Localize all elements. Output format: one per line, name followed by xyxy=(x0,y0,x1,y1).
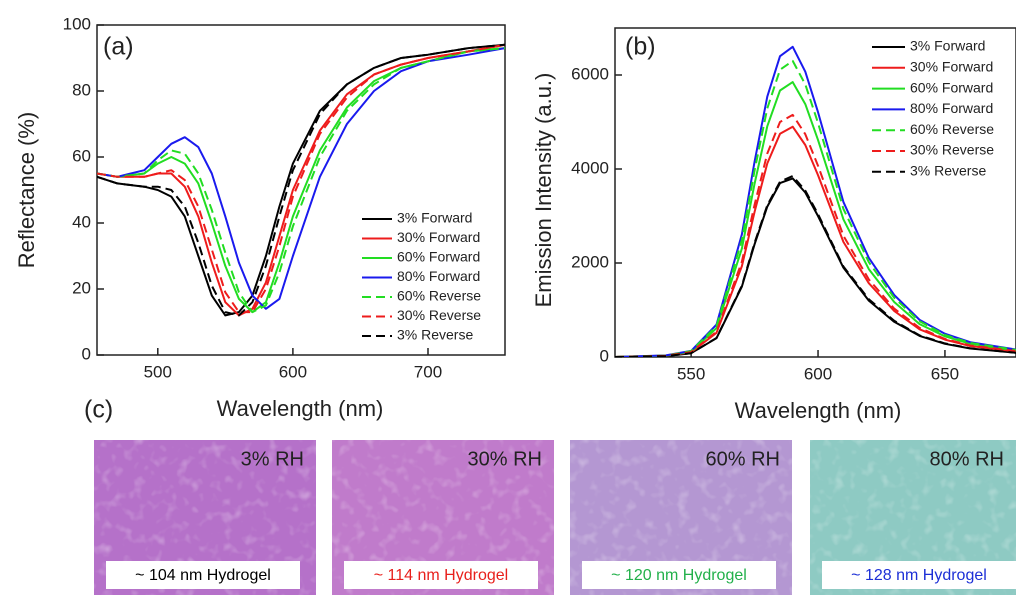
data-line xyxy=(97,47,505,310)
plot-frame xyxy=(96,24,506,356)
data-line xyxy=(615,113,1016,357)
panel-label: (c) xyxy=(84,396,113,424)
legend-label: 3% Forward xyxy=(397,210,472,226)
x-tick-label: 500 xyxy=(144,362,172,381)
y-axis-title: Reflectance (%) xyxy=(14,112,39,269)
panel-label: (b) xyxy=(625,33,656,61)
data-line xyxy=(615,45,1016,357)
data-line xyxy=(615,59,1016,357)
data-line xyxy=(615,177,1016,357)
legend-label: 30% Forward xyxy=(910,59,993,75)
x-axis-title: Wavelength (nm) xyxy=(735,398,902,423)
y-tick-label: 60 xyxy=(72,146,91,165)
rh-label: 3% RH xyxy=(241,448,304,470)
legend-label: 60% Forward xyxy=(910,79,993,95)
data-line xyxy=(615,81,1016,357)
legend-label: 60% Reverse xyxy=(910,121,994,137)
legend-label: 3% Forward xyxy=(910,38,985,54)
x-tick-label: 550 xyxy=(677,364,705,383)
caption-box xyxy=(106,561,300,589)
legend-label: 30% Reverse xyxy=(910,142,994,158)
panel-label: (a) xyxy=(103,33,134,61)
y-tick-label: 100 xyxy=(63,14,91,33)
legend-label: 60% Reverse xyxy=(397,288,481,304)
x-tick-label: 700 xyxy=(414,362,442,381)
data-line xyxy=(97,47,505,314)
rh-label: 80% RH xyxy=(930,448,1004,470)
plot-lines xyxy=(615,45,1016,357)
legend-label: 30% Forward xyxy=(397,229,480,245)
caption: ~ 114 nm Hydrogel xyxy=(374,567,508,584)
y-tick-label: 2000 xyxy=(571,252,609,271)
rh-label: 60% RH xyxy=(706,448,780,470)
data-line xyxy=(97,43,505,317)
caption: ~ 104 nm Hydrogel xyxy=(135,567,271,584)
y-tick-label: 80 xyxy=(72,80,91,99)
y-tick-label: 0 xyxy=(82,344,91,363)
caption: ~ 128 nm Hydrogel xyxy=(851,567,987,584)
y-tick-label: 4000 xyxy=(571,158,609,177)
legend-label: 30% Reverse xyxy=(397,307,481,323)
legend-label: 3% Reverse xyxy=(910,163,986,179)
y-tick-label: 40 xyxy=(72,212,91,231)
legend-label: 80% Forward xyxy=(397,268,480,284)
x-tick-label: 650 xyxy=(931,364,959,383)
legend-label: 80% Forward xyxy=(910,100,993,116)
x-tick-label: 600 xyxy=(804,364,832,383)
y-tick-label: 20 xyxy=(72,278,91,297)
x-tick-label: 600 xyxy=(279,362,307,381)
plot-lines xyxy=(97,43,505,317)
caption-box xyxy=(582,561,776,589)
x-axis-title: Wavelength (nm) xyxy=(217,396,384,421)
legend-label: 60% Forward xyxy=(397,249,480,265)
caption-box xyxy=(344,561,538,589)
data-line xyxy=(97,43,505,314)
caption-box xyxy=(822,561,1016,589)
plot-frame xyxy=(614,27,1016,358)
y-tick-label: 6000 xyxy=(571,64,609,83)
legend-label: 3% Reverse xyxy=(397,327,473,343)
data-line xyxy=(615,175,1016,357)
y-axis-title: Emission Intensity (a.u.) xyxy=(531,73,556,308)
caption: ~ 120 nm Hydrogel xyxy=(611,567,747,584)
rh-label: 30% RH xyxy=(468,448,542,470)
y-tick-label: 0 xyxy=(600,346,609,365)
